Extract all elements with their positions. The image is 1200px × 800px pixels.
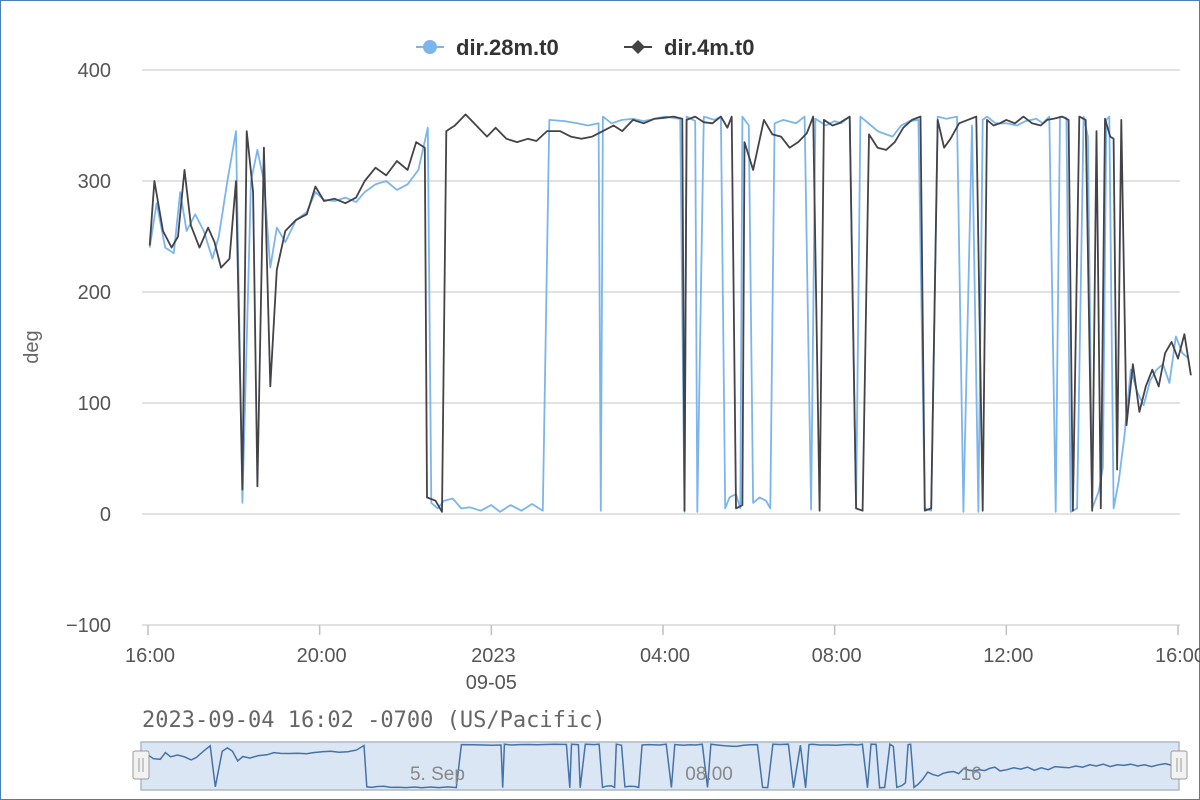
legend-item-series-2[interactable]: dir.4m.t0 xyxy=(624,35,754,60)
navigator-right-handle[interactable] xyxy=(1170,750,1188,780)
series-lines xyxy=(148,113,1192,513)
navigator-labels: 5. Sep 08:00 16 xyxy=(410,764,982,785)
y-tick-label: −100 xyxy=(66,615,111,637)
x-tick-label: 20:00 xyxy=(297,645,347,667)
navigator-tick-label: 16 xyxy=(961,764,982,785)
x-tick-label: 16:00 xyxy=(1155,645,1200,667)
gridlines xyxy=(142,69,1180,626)
y-tick-label: 100 xyxy=(78,393,111,415)
left-handle-grip-icon[interactable] xyxy=(132,750,150,780)
x-tick-label: 16:00 xyxy=(125,645,175,667)
y-tick-label: 0 xyxy=(100,504,111,526)
navigator-tick-label: 08:00 xyxy=(685,764,733,785)
legend-item-series-1[interactable]: dir.28m.t0 xyxy=(416,35,559,60)
series-line-1 xyxy=(148,115,1190,513)
legend-marker-circle-icon xyxy=(423,40,437,54)
navigator-left-handle[interactable] xyxy=(132,750,150,780)
y-axis-title: deg xyxy=(21,330,43,363)
series-line-2 xyxy=(148,113,1192,513)
navigator-tick-label: 5. Sep xyxy=(410,764,465,785)
legend-label-series-1: dir.28m.t0 xyxy=(456,35,559,60)
y-tick-label: 200 xyxy=(78,282,111,304)
y-tick-label: 400 xyxy=(78,60,111,82)
x-tick-label: 12:00 xyxy=(983,645,1033,667)
navigator-datetime-label: 2023-09-04 16:02 -0700 (US/Pacific) xyxy=(142,708,606,733)
x-tick-label: 2023 xyxy=(471,645,516,667)
x-tick-sublabel: 09-05 xyxy=(466,672,517,694)
x-tick-label: 04:00 xyxy=(640,645,690,667)
legend[interactable]: dir.28m.t0 dir.4m.t0 xyxy=(416,35,754,60)
x-axis-ticks: 16:00 20:00 2023 09-05 04:00 08:00 12:00 16:00 xyxy=(125,625,1200,694)
legend-label-series-2: dir.4m.t0 xyxy=(664,35,754,60)
navigator-window[interactable] xyxy=(140,741,1180,791)
y-axis-ticks: −100 0 100 200 300 400 xyxy=(66,60,111,637)
navigator-series-line xyxy=(140,742,1180,789)
navigator[interactable]: 5. Sep 08:00 16 xyxy=(132,741,1188,791)
legend-marker-diamond-icon xyxy=(631,40,645,54)
navigator-series xyxy=(140,742,1180,789)
y-tick-label: 300 xyxy=(78,171,111,193)
right-handle-grip-icon[interactable] xyxy=(1170,750,1188,780)
x-tick-label: 08:00 xyxy=(812,645,862,667)
